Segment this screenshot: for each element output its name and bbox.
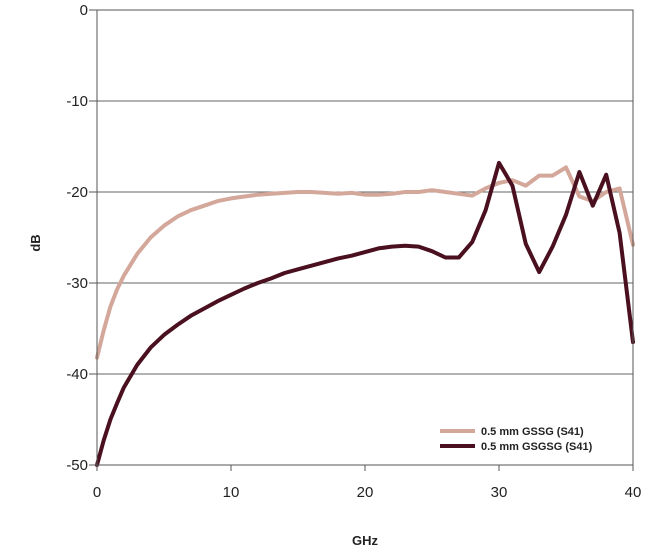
y-axis-ticks: 0 -10 -20 -30 -40 -50 bbox=[66, 2, 97, 474]
legend-label: 0.5 mm GSSG (S41) bbox=[481, 426, 584, 438]
x-tick-label: 10 bbox=[223, 484, 240, 501]
y-tick-label: -20 bbox=[66, 184, 88, 201]
x-tick-label: 0 bbox=[93, 484, 101, 501]
series-lines bbox=[95, 160, 635, 467]
series-line-2 bbox=[95, 160, 635, 467]
y-tick-label: -50 bbox=[66, 457, 88, 474]
series-line-1 bbox=[95, 165, 635, 360]
grid-lines bbox=[97, 100, 633, 375]
y-tick-label: -10 bbox=[66, 93, 88, 110]
x-tick-label: 40 bbox=[625, 484, 642, 501]
y-axis-label: dB bbox=[28, 234, 43, 251]
y-tick-label: -40 bbox=[66, 366, 88, 383]
x-tick-label: 30 bbox=[491, 484, 508, 501]
y-tick-label: 0 bbox=[80, 2, 88, 19]
y-tick-label: -30 bbox=[66, 275, 88, 292]
x-axis-label: GHz bbox=[352, 533, 379, 548]
plot-frame bbox=[96, 9, 634, 466]
x-axis-ticks: 0 10 20 30 40 bbox=[93, 465, 642, 501]
legend: 0.5 mm GSSG (S41) 0.5 mm GSGSG (S41) bbox=[440, 426, 593, 453]
legend-label: 0.5 mm GSGSG (S41) bbox=[481, 441, 593, 453]
x-tick-label: 20 bbox=[357, 484, 374, 501]
